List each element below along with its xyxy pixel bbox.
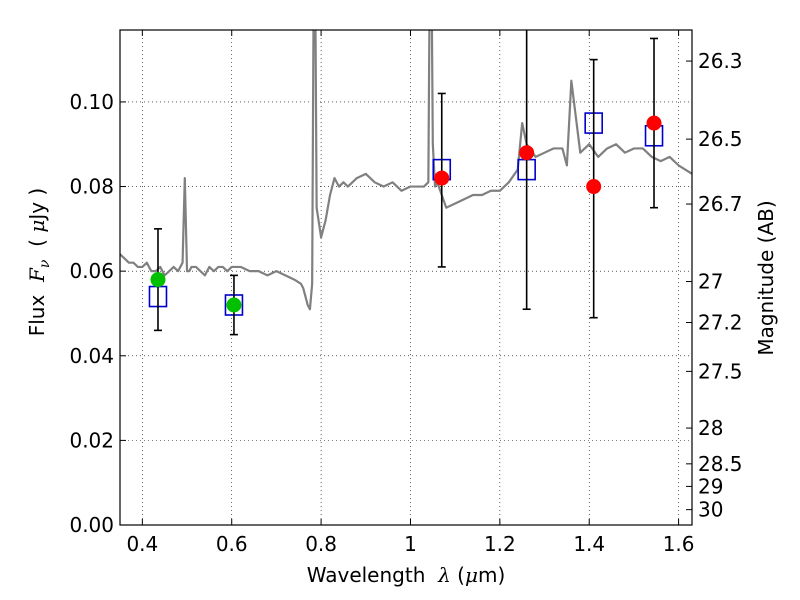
y2-tick-label: 27.2 bbox=[698, 310, 743, 334]
y2-tick-label: 26.5 bbox=[698, 127, 743, 151]
y-axis-label: Flux Fν ( μJy ) bbox=[25, 188, 53, 337]
observed-photometry-point bbox=[434, 170, 450, 186]
y2-tick-label: 29 bbox=[698, 474, 723, 498]
y-tick-label: 0.08 bbox=[69, 175, 114, 199]
observed-photometry-point bbox=[646, 115, 662, 131]
y2-tick-label: 27.5 bbox=[698, 359, 743, 383]
y-tick-label: 0.04 bbox=[69, 344, 114, 368]
y2-tick-label: 28.5 bbox=[698, 452, 743, 476]
y-tick-label: 0.10 bbox=[69, 90, 114, 114]
y2-axis-label: Magnitude (AB) bbox=[754, 200, 778, 355]
y-tick-label: 0.02 bbox=[69, 428, 114, 452]
y2-tick-label: 26.7 bbox=[698, 192, 743, 216]
x-tick-label: 1 bbox=[404, 532, 417, 556]
y2-tick-label: 26.3 bbox=[698, 49, 743, 73]
y2-tick-label: 30 bbox=[698, 498, 723, 522]
plot-frame bbox=[119, 29, 693, 526]
ticks: 0.4 0.6 0.8 1 1.2 1.4 1.6 0.00 0.02 0.04 0.06 0.08 0… bbox=[69, 30, 743, 556]
observed-photometry-point bbox=[586, 179, 602, 195]
y2-tick-label: 27 bbox=[698, 270, 723, 294]
x-tick-label: 1.4 bbox=[573, 532, 605, 556]
y-tick-label: 0.06 bbox=[69, 259, 114, 283]
x-tick-label: 1.2 bbox=[484, 532, 516, 556]
x-axis-label: Wavelength λ (μm) bbox=[307, 563, 506, 587]
observed-photometry-point bbox=[150, 272, 166, 288]
x-tick-label: 0.6 bbox=[216, 532, 248, 556]
x-tick-label: 0.8 bbox=[305, 532, 337, 556]
spectrum-line bbox=[120, 30, 692, 311]
observed-photometry-point bbox=[226, 297, 242, 313]
y2-tick-label: 28 bbox=[698, 416, 723, 440]
plot-area bbox=[120, 30, 692, 336]
x-tick-label: 0.4 bbox=[126, 532, 158, 556]
y-tick-label: 0.00 bbox=[69, 513, 114, 537]
observed-photometry-point bbox=[519, 145, 535, 161]
x-tick-label: 1.6 bbox=[663, 532, 695, 556]
